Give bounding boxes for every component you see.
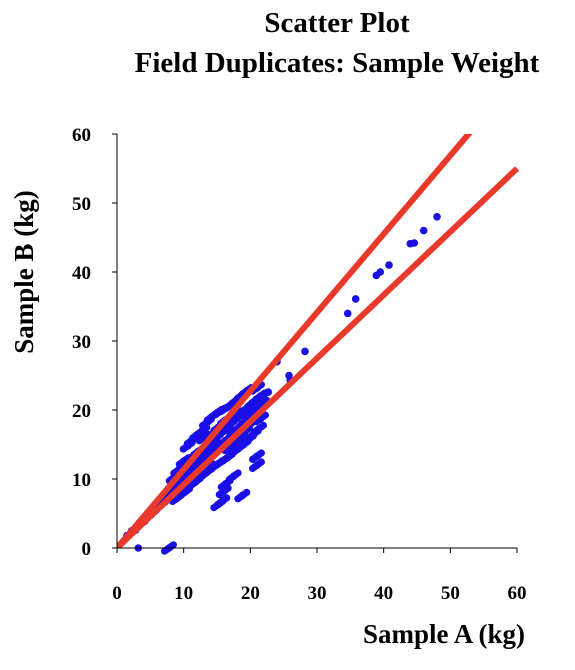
y-tick-label: 50: [72, 194, 91, 215]
chart-title-line-2: Field Duplicates: Sample Weight: [135, 47, 540, 79]
data-point: [301, 347, 309, 356]
y-tick-label: 40: [72, 263, 91, 284]
data-point-cluster: [255, 400, 263, 408]
axes: [112, 133, 518, 553]
data-point-cluster: [243, 488, 251, 496]
x-tick-label: 20: [241, 583, 260, 604]
chart-title-line-1: Scatter Plot: [264, 7, 410, 39]
data-point-cluster: [234, 469, 242, 477]
reference-line: [117, 166, 520, 548]
x-tick-label: 60: [508, 583, 527, 604]
x-tick-label: 30: [308, 583, 327, 604]
y-tick-label: 10: [72, 470, 91, 491]
y-tick-label: 60: [72, 125, 91, 146]
tick-labels: 0 10 20 30 40 50 60 0 10 20 30 40 50 60: [72, 125, 527, 604]
x-tick-label: 0: [112, 583, 122, 604]
y-tick-label: 30: [72, 332, 91, 353]
x-tick-label: 40: [374, 583, 393, 604]
x-tick-label: 50: [441, 583, 460, 604]
data-point-cluster: [169, 541, 177, 549]
data-point-cluster: [257, 449, 265, 457]
reference-line: [117, 134, 473, 548]
data-point: [410, 239, 419, 247]
y-tick-label: 0: [82, 539, 92, 560]
y-axis-title: Sample B (kg): [9, 190, 39, 354]
data-point: [343, 309, 352, 318]
data-point: [351, 295, 360, 303]
data-point-cluster: [261, 389, 269, 397]
data-point: [385, 261, 393, 269]
x-tick-label: 10: [174, 583, 193, 604]
data-point-cluster: [261, 411, 269, 419]
data-point-cluster: [223, 494, 231, 502]
data-points: [123, 213, 441, 555]
data-point: [419, 226, 428, 235]
reference-lines: [117, 134, 520, 548]
y-tick-label: 20: [72, 401, 91, 422]
x-axis-title: Sample A (kg): [363, 619, 525, 649]
data-point-cluster: [257, 458, 265, 466]
data-point: [433, 213, 441, 221]
data-point-cluster: [259, 421, 267, 429]
data-point: [376, 268, 385, 276]
